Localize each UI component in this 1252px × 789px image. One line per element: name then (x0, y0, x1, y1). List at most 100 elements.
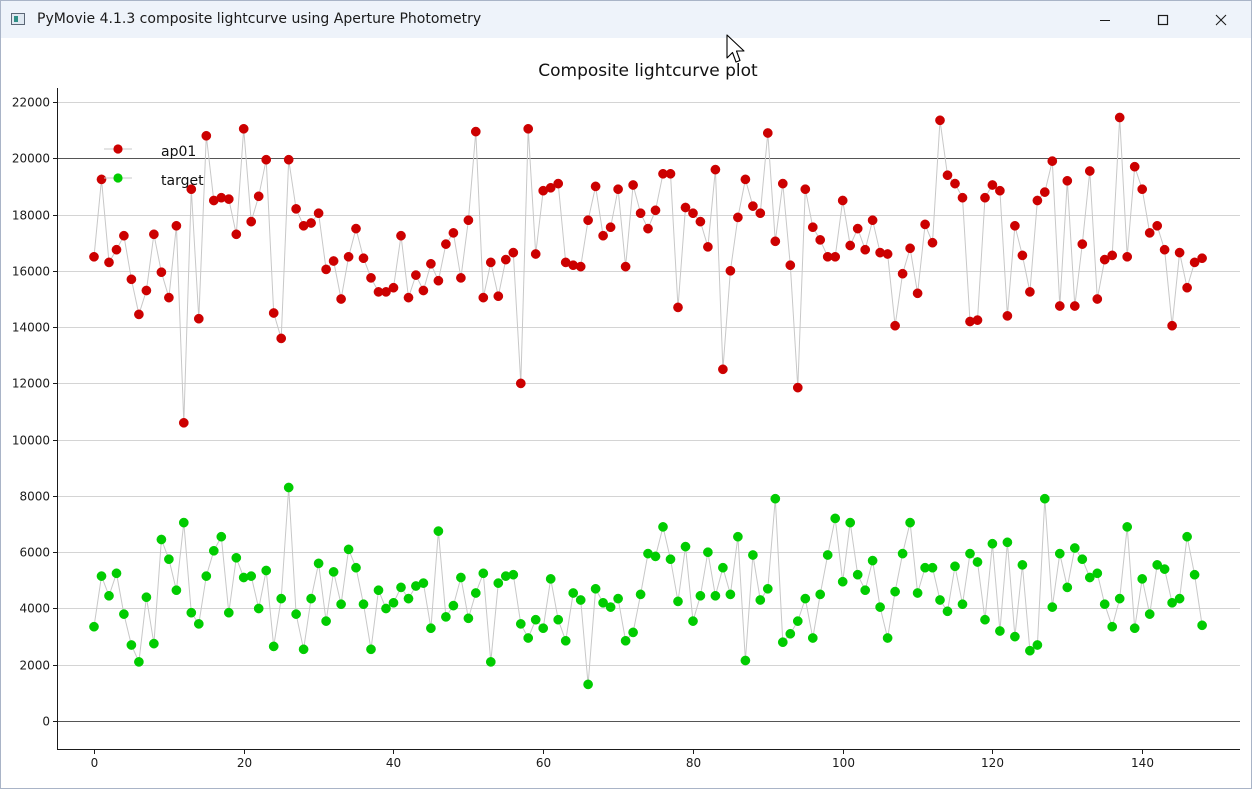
data-point-target (852, 569, 863, 580)
data-point-ap01 (740, 174, 751, 185)
data-point-ap01 (186, 184, 197, 195)
data-point-ap01 (418, 285, 429, 296)
data-point-ap01 (1167, 320, 1177, 331)
data-point-ap01 (987, 180, 998, 190)
data-point-ap01 (680, 202, 691, 213)
data-point-ap01 (381, 287, 391, 297)
data-point-ap01 (403, 292, 414, 303)
data-point-target (830, 513, 841, 524)
data-point-target (1144, 609, 1155, 619)
data-point-target (156, 534, 167, 545)
data-point-target (1084, 572, 1095, 583)
data-point-ap01 (972, 315, 983, 325)
data-point-ap01 (1107, 250, 1118, 261)
data-point-target (762, 583, 773, 594)
data-point-target (1017, 560, 1028, 570)
data-point-target (807, 633, 818, 643)
data-point-target (890, 586, 900, 597)
data-point-target (381, 603, 391, 614)
data-point-ap01 (276, 333, 287, 344)
data-point-ap01 (1077, 239, 1088, 249)
data-point-ap01 (673, 302, 683, 313)
data-point-target (306, 593, 316, 604)
data-point-target (725, 589, 736, 600)
data-point-ap01 (1152, 220, 1163, 231)
data-point-target (261, 565, 272, 576)
data-point-target (1099, 599, 1110, 610)
y-tick-label: 8000 (19, 490, 50, 504)
data-point-ap01 (141, 285, 152, 296)
maximize-button[interactable] (1134, 1, 1192, 38)
minimize-button[interactable] (1076, 1, 1134, 38)
data-point-target (441, 612, 451, 622)
data-point-target (1197, 620, 1207, 631)
data-point-target (433, 526, 444, 536)
data-point-target (650, 551, 661, 562)
y-tick-label: 18000 (12, 209, 50, 223)
x-tick-label: 140 (1131, 756, 1154, 770)
data-point-target (1032, 640, 1043, 650)
data-point-ap01 (598, 230, 608, 241)
data-point-ap01 (366, 273, 376, 283)
data-point-target (1092, 568, 1103, 579)
data-point-target (470, 588, 481, 598)
data-point-ap01 (470, 126, 481, 137)
data-point-target (134, 657, 144, 667)
data-point-ap01 (396, 230, 406, 241)
data-point-ap01 (426, 258, 436, 269)
data-point-target (448, 600, 459, 611)
close-button[interactable] (1192, 1, 1250, 38)
data-point-target (1047, 602, 1058, 612)
data-point-target (530, 614, 541, 625)
data-point-ap01 (575, 261, 586, 272)
data-point-ap01 (246, 216, 257, 227)
data-point-ap01 (703, 242, 713, 252)
data-point-target (373, 585, 384, 596)
data-point-target (1182, 531, 1192, 542)
data-point-target (268, 641, 279, 652)
data-point-ap01 (448, 228, 459, 238)
data-point-target (987, 538, 998, 549)
data-point-ap01 (485, 257, 496, 268)
x-tick-label: 40 (386, 756, 401, 770)
data-point-target (620, 635, 631, 646)
data-point-target (785, 628, 796, 639)
data-point-target (553, 614, 564, 625)
data-point-ap01 (1174, 247, 1185, 258)
data-point-ap01 (261, 154, 272, 165)
data-point-target (1010, 631, 1020, 642)
data-point-target (403, 593, 414, 604)
data-point-target (463, 613, 474, 624)
data-point-ap01 (733, 212, 743, 223)
data-point-ap01 (336, 294, 346, 304)
data-point-ap01 (815, 235, 826, 245)
data-point-ap01 (328, 256, 339, 266)
data-point-target (875, 602, 885, 612)
data-point-target (1069, 543, 1080, 553)
data-point-ap01 (590, 181, 601, 192)
legend-marker (113, 173, 123, 183)
data-point-target (1002, 537, 1013, 548)
data-point-ap01 (231, 229, 242, 240)
data-point-target (710, 590, 721, 601)
data-point-ap01 (920, 219, 930, 230)
app-icon (11, 13, 25, 25)
x-tick-label: 60 (536, 756, 551, 770)
data-point-target (111, 568, 122, 579)
data-point-target (388, 597, 399, 608)
title-bar[interactable]: PyMovie 4.1.3 composite lightcurve using… (1, 1, 1251, 38)
data-point-target (456, 572, 466, 583)
data-point-target (478, 568, 489, 579)
data-point-ap01 (860, 244, 871, 255)
data-point-target (328, 567, 339, 577)
data-point-ap01 (119, 230, 129, 241)
data-point-ap01 (1129, 161, 1140, 172)
data-point-ap01 (1047, 156, 1058, 166)
data-point-ap01 (523, 123, 534, 134)
data-point-target (1189, 569, 1200, 580)
data-point-ap01 (995, 185, 1005, 196)
legend-label: ap01 (161, 144, 196, 160)
data-point-target (980, 614, 990, 625)
x-tick-label: 80 (686, 756, 701, 770)
